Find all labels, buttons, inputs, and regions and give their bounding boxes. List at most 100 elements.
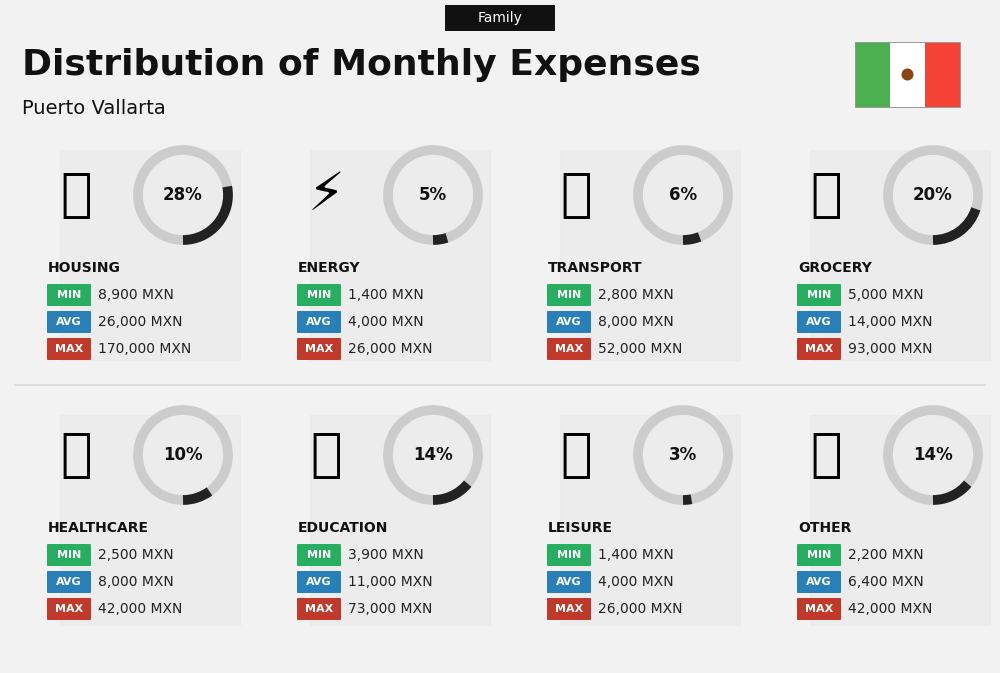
Text: 8,900 MXN: 8,900 MXN xyxy=(98,288,174,302)
Text: 170,000 MXN: 170,000 MXN xyxy=(98,342,191,356)
Text: 🏥: 🏥 xyxy=(60,429,92,481)
Text: 💰: 💰 xyxy=(810,429,842,481)
FancyBboxPatch shape xyxy=(547,544,591,566)
Text: MAX: MAX xyxy=(805,344,833,354)
Polygon shape xyxy=(310,415,490,625)
Text: 52,000 MXN: 52,000 MXN xyxy=(598,342,682,356)
Polygon shape xyxy=(810,415,990,625)
Text: EDUCATION: EDUCATION xyxy=(298,521,388,535)
Polygon shape xyxy=(560,415,740,625)
FancyBboxPatch shape xyxy=(297,311,341,333)
Text: 4,000 MXN: 4,000 MXN xyxy=(598,575,674,589)
Text: MIN: MIN xyxy=(557,550,581,560)
Text: 6%: 6% xyxy=(669,186,697,204)
Text: AVG: AVG xyxy=(56,577,82,587)
Text: MAX: MAX xyxy=(55,344,83,354)
Text: MAX: MAX xyxy=(305,344,333,354)
FancyBboxPatch shape xyxy=(547,338,591,360)
FancyBboxPatch shape xyxy=(445,5,555,31)
Text: HEALTHCARE: HEALTHCARE xyxy=(48,521,149,535)
Text: AVG: AVG xyxy=(306,317,332,327)
Text: AVG: AVG xyxy=(806,577,832,587)
Text: 11,000 MXN: 11,000 MXN xyxy=(348,575,433,589)
Bar xyxy=(925,42,960,107)
Text: 26,000 MXN: 26,000 MXN xyxy=(348,342,432,356)
FancyBboxPatch shape xyxy=(797,338,841,360)
Bar xyxy=(855,42,960,107)
Text: MIN: MIN xyxy=(307,290,331,300)
Polygon shape xyxy=(60,415,240,625)
FancyBboxPatch shape xyxy=(47,284,91,306)
Text: Distribution of Monthly Expenses: Distribution of Monthly Expenses xyxy=(22,48,701,82)
Text: AVG: AVG xyxy=(306,577,332,587)
Text: LEISURE: LEISURE xyxy=(548,521,613,535)
Text: MAX: MAX xyxy=(805,604,833,614)
Text: 1,400 MXN: 1,400 MXN xyxy=(598,548,674,562)
Text: AVG: AVG xyxy=(56,317,82,327)
Text: 42,000 MXN: 42,000 MXN xyxy=(98,602,182,616)
Polygon shape xyxy=(560,150,740,360)
Text: GROCERY: GROCERY xyxy=(798,261,872,275)
Text: 42,000 MXN: 42,000 MXN xyxy=(848,602,932,616)
Text: 🏢: 🏢 xyxy=(60,169,92,221)
Text: OTHER: OTHER xyxy=(798,521,851,535)
Text: MIN: MIN xyxy=(557,290,581,300)
FancyBboxPatch shape xyxy=(547,571,591,593)
Text: MIN: MIN xyxy=(807,290,831,300)
FancyBboxPatch shape xyxy=(297,544,341,566)
Text: AVG: AVG xyxy=(556,317,582,327)
FancyBboxPatch shape xyxy=(547,598,591,620)
Text: 26,000 MXN: 26,000 MXN xyxy=(98,315,182,329)
Text: 26,000 MXN: 26,000 MXN xyxy=(598,602,682,616)
FancyBboxPatch shape xyxy=(47,544,91,566)
Text: 20%: 20% xyxy=(913,186,953,204)
Text: MIN: MIN xyxy=(307,550,331,560)
Text: MIN: MIN xyxy=(57,550,81,560)
Text: MIN: MIN xyxy=(807,550,831,560)
FancyBboxPatch shape xyxy=(297,571,341,593)
Bar xyxy=(890,42,925,107)
FancyBboxPatch shape xyxy=(797,284,841,306)
Text: AVG: AVG xyxy=(806,317,832,327)
Text: 5%: 5% xyxy=(419,186,447,204)
Text: HOUSING: HOUSING xyxy=(48,261,121,275)
Text: 14,000 MXN: 14,000 MXN xyxy=(848,315,932,329)
Text: Puerto Vallarta: Puerto Vallarta xyxy=(22,98,166,118)
Text: MAX: MAX xyxy=(305,604,333,614)
Text: MAX: MAX xyxy=(555,604,583,614)
Text: 93,000 MXN: 93,000 MXN xyxy=(848,342,932,356)
Text: MAX: MAX xyxy=(555,344,583,354)
Text: MAX: MAX xyxy=(55,604,83,614)
FancyBboxPatch shape xyxy=(47,311,91,333)
Text: 3%: 3% xyxy=(669,446,697,464)
Text: 28%: 28% xyxy=(163,186,203,204)
FancyBboxPatch shape xyxy=(547,284,591,306)
Text: 🛍: 🛍 xyxy=(560,429,592,481)
Text: MIN: MIN xyxy=(57,290,81,300)
FancyBboxPatch shape xyxy=(797,544,841,566)
Text: 73,000 MXN: 73,000 MXN xyxy=(348,602,432,616)
Text: 🛒: 🛒 xyxy=(810,169,842,221)
Text: 4,000 MXN: 4,000 MXN xyxy=(348,315,424,329)
FancyBboxPatch shape xyxy=(47,571,91,593)
Text: 5,000 MXN: 5,000 MXN xyxy=(848,288,924,302)
Text: 8,000 MXN: 8,000 MXN xyxy=(98,575,174,589)
Polygon shape xyxy=(310,150,490,360)
Text: 🚌: 🚌 xyxy=(560,169,592,221)
Text: ENERGY: ENERGY xyxy=(298,261,361,275)
Text: 2,200 MXN: 2,200 MXN xyxy=(848,548,924,562)
Text: Family: Family xyxy=(478,11,522,25)
Text: 🎓: 🎓 xyxy=(310,429,342,481)
Text: ⚡: ⚡ xyxy=(308,169,344,221)
Text: 8,000 MXN: 8,000 MXN xyxy=(598,315,674,329)
FancyBboxPatch shape xyxy=(47,338,91,360)
Text: 2,800 MXN: 2,800 MXN xyxy=(598,288,674,302)
FancyBboxPatch shape xyxy=(797,311,841,333)
FancyBboxPatch shape xyxy=(47,598,91,620)
Bar xyxy=(855,42,890,107)
FancyBboxPatch shape xyxy=(297,284,341,306)
FancyBboxPatch shape xyxy=(297,598,341,620)
FancyBboxPatch shape xyxy=(297,338,341,360)
Text: 1,400 MXN: 1,400 MXN xyxy=(348,288,424,302)
FancyBboxPatch shape xyxy=(797,571,841,593)
